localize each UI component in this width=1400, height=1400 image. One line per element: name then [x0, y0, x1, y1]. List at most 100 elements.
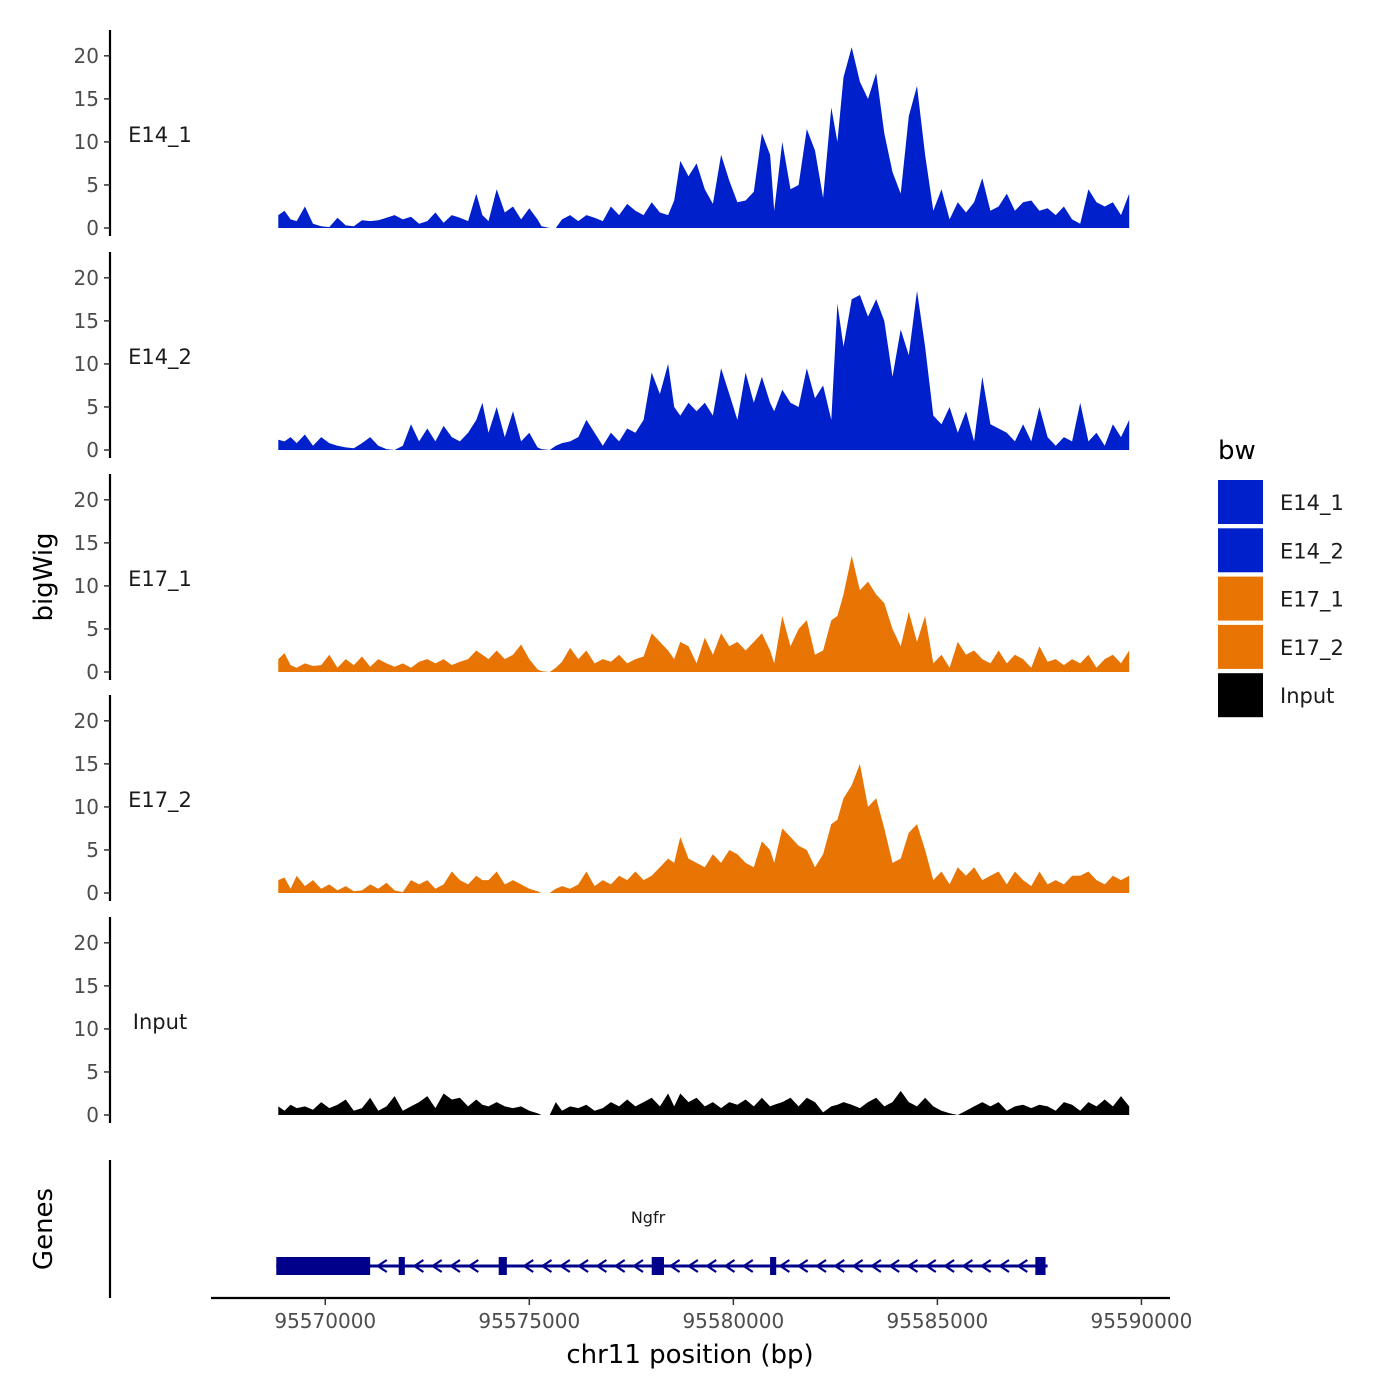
coverage-area-Input [278, 1090, 1130, 1115]
legend-swatch-E17_1 [1218, 576, 1263, 621]
legend-swatch-E14_1 [1218, 480, 1263, 524]
track-E17_2: 0 5 10 15 20 E17_2 [74, 695, 1130, 905]
legend-label: E14_1 [1280, 491, 1344, 516]
track-label: E14_1 [128, 123, 192, 148]
y-tick-label: 10 [74, 795, 99, 819]
strand-arrow [522, 1259, 534, 1273]
y-tick-label: 10 [74, 352, 99, 376]
y-tick-label: 0 [86, 216, 99, 240]
coverage-area-E17_2 [278, 763, 1130, 893]
track-E14_2: 0 5 10 15 20 E14_2 [74, 252, 1130, 462]
y-tick-label: 15 [74, 531, 99, 555]
genes-layer [108, 1160, 1048, 1298]
y-tick-label: 20 [74, 44, 99, 68]
legend-swatch-E17_2 [1218, 624, 1263, 669]
strand-arrow [613, 1259, 626, 1273]
y-tick-label: 0 [86, 660, 99, 684]
y-tick-label: 5 [86, 838, 99, 862]
coverage-area-E14_2 [278, 290, 1130, 450]
strand-arrow [632, 1259, 644, 1273]
x-tick-label: 95590000 [1091, 1309, 1193, 1333]
y-tick-label: 0 [86, 1103, 99, 1127]
y-tick-label: 15 [74, 974, 99, 998]
strand-arrow [412, 1259, 425, 1273]
y-tick-label: 15 [74, 752, 99, 776]
y-axis-title: bigWig [29, 532, 59, 621]
track-label: E17_1 [128, 567, 192, 592]
y-tick-label: 0 [86, 438, 99, 462]
y-tick-label: 20 [74, 266, 99, 290]
strand-arrow [595, 1259, 608, 1273]
x-tick-label: 95575000 [478, 1309, 580, 1333]
legend-label: E14_2 [1280, 539, 1344, 564]
strand-arrow [668, 1259, 681, 1273]
strand-arrow [998, 1259, 1010, 1273]
y-tick-label: 20 [74, 488, 99, 512]
strand-arrow [540, 1259, 553, 1273]
y-tick-label: 5 [86, 617, 99, 641]
legend-swatch-Input [1218, 673, 1263, 718]
legend-label: E17_2 [1280, 636, 1344, 661]
strand-arrow [723, 1259, 736, 1273]
strand-arrow [906, 1259, 919, 1273]
strand-arrow [796, 1259, 809, 1273]
gene-exon [651, 1257, 664, 1275]
gene-exon [276, 1257, 371, 1275]
strand-arrow [778, 1259, 791, 1273]
legend-label: Input [1280, 684, 1334, 708]
x-tick-label: 95570000 [274, 1309, 376, 1333]
x-axis: 95570000 95575000 95580000 95585000 95590000 [211, 1296, 1193, 1333]
strand-arrow [815, 1259, 827, 1273]
y-tick-label: 15 [74, 87, 99, 111]
strand-arrow [449, 1259, 461, 1273]
strand-arrow [467, 1259, 479, 1273]
y-tick-label: 5 [86, 395, 99, 419]
y-tick-label: 5 [86, 173, 99, 197]
y-tick-label: 5 [86, 1060, 99, 1084]
x-tick-label: 95580000 [682, 1309, 784, 1333]
strand-arrow [924, 1259, 937, 1273]
strand-arrow [888, 1259, 900, 1273]
y-tick-label: 20 [74, 709, 99, 733]
y-tick-label: 10 [74, 130, 99, 154]
strand-arrow [943, 1259, 955, 1273]
track-label: Input [133, 1010, 187, 1034]
strand-arrow [851, 1259, 864, 1273]
coverage-area-E17_1 [278, 555, 1130, 672]
strand-arrow [833, 1259, 845, 1273]
gene-exon [1035, 1257, 1046, 1275]
track-label: E17_2 [128, 788, 192, 813]
y-tick-label: 10 [74, 1017, 99, 1041]
x-axis-title: chr11 position (bp) [566, 1340, 813, 1370]
track-E14_1: 0 5 10 15 20 E14_1 [74, 30, 1130, 240]
y-tick-label: 10 [74, 574, 99, 598]
strand-arrow [705, 1259, 717, 1273]
tracks-layer: 05101520E14_105101520E14_205101520E17_10… [74, 30, 1130, 1127]
gene-exon [770, 1257, 777, 1275]
track-label: E14_2 [128, 345, 192, 370]
y-tick-label: 15 [74, 309, 99, 333]
y-tick-label: 20 [74, 931, 99, 955]
coverage-area-E14_1 [278, 47, 1130, 229]
track-E17_1: 0 5 10 15 20 E17_1 [74, 474, 1130, 684]
x-tick-label: 95585000 [886, 1309, 988, 1333]
strand-arrow [1016, 1259, 1028, 1273]
strand-arrow [961, 1259, 974, 1273]
strand-arrow [375, 1259, 388, 1273]
legend-label: E17_1 [1280, 588, 1344, 613]
strand-arrow [741, 1259, 754, 1273]
strand-arrow [686, 1259, 699, 1273]
strand-arrow [577, 1259, 589, 1273]
legend-swatch-E14_2 [1218, 528, 1263, 573]
genes-axis-title: Genes [29, 1188, 59, 1270]
strand-arrow [430, 1259, 443, 1273]
track-Input: 0 5 10 15 20 Input [74, 917, 1130, 1127]
strand-arrow [558, 1259, 571, 1273]
strand-arrow [869, 1259, 882, 1273]
gene-label: Ngfr [631, 1208, 666, 1227]
y-tick-label: 0 [86, 881, 99, 905]
strand-arrow [979, 1259, 992, 1273]
gene-exon [498, 1257, 507, 1275]
